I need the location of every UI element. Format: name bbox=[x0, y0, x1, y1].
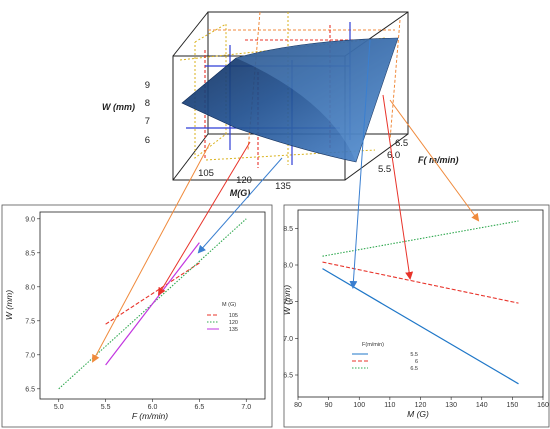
z-tick: 9 bbox=[145, 80, 150, 91]
callout-arrows bbox=[92, 39, 480, 363]
callout-arrow-red bbox=[157, 141, 251, 296]
y-tick-label: 8.0 bbox=[283, 263, 293, 270]
x-tick-label: 120 bbox=[415, 402, 427, 409]
x-tick-label: 6.5 bbox=[195, 404, 205, 411]
x-tick-label: 160 bbox=[537, 402, 549, 409]
series-line-6 bbox=[322, 261, 519, 304]
callout-arrow-blue bbox=[197, 157, 283, 254]
z-axis-label: W (mm) bbox=[102, 102, 135, 112]
x-tick-label: 5.0 bbox=[54, 404, 64, 411]
callout-arrow-orange bbox=[389, 99, 480, 222]
x-tick-label: 80 bbox=[294, 402, 302, 409]
y-tick-label: 9.0 bbox=[25, 216, 35, 223]
legend-title: F(m/min) bbox=[362, 342, 384, 348]
x-tick-label: 7.0 bbox=[241, 404, 251, 411]
legend-title: M (G) bbox=[222, 302, 236, 308]
callout-arrow-red bbox=[382, 94, 414, 280]
y-tick: 5.5 bbox=[378, 164, 391, 175]
x-tick-label: 90 bbox=[325, 402, 333, 409]
legend-label: 5.5 bbox=[410, 352, 418, 358]
chart-left-panel bbox=[1, 204, 273, 428]
callout-arrow-orange bbox=[92, 142, 211, 363]
series-line-5.5 bbox=[322, 268, 519, 385]
y-tick: 6.0 bbox=[387, 150, 400, 161]
y-tick-label: 6.5 bbox=[283, 373, 293, 380]
x-tick: 105 bbox=[198, 168, 214, 179]
x-tick: 120 bbox=[236, 175, 252, 186]
series-line-135 bbox=[105, 242, 200, 366]
x-tick-label: 130 bbox=[445, 402, 457, 409]
chart-right: 80 90 100 110 120 130 140 150 160 6.5 7.0 7.5 8.0 8.5… bbox=[282, 204, 550, 428]
y-tick-label: 7.0 bbox=[283, 336, 293, 343]
surface-plot: 9 8 7 6 W (mm) 105 120 135 M(G) 6.5 6.0 … bbox=[102, 11, 459, 198]
x-tick-label: 100 bbox=[353, 402, 365, 409]
z-tick: 7 bbox=[145, 116, 150, 127]
x-tick: 135 bbox=[275, 181, 291, 192]
z-tick: 8 bbox=[145, 98, 150, 109]
x-tick-label: 150 bbox=[507, 402, 519, 409]
legend-label: 105 bbox=[229, 313, 238, 319]
series-line-105 bbox=[105, 262, 200, 325]
x-tick-label: 5.5 bbox=[101, 404, 111, 411]
z-tick: 6 bbox=[145, 135, 150, 146]
y-tick: 6.5 bbox=[395, 138, 408, 149]
x-axis-label: M (G) bbox=[407, 409, 429, 419]
y-tick-label: 8.0 bbox=[25, 284, 35, 291]
x-tick-label: 110 bbox=[384, 402, 395, 409]
y-axis-label: W (mm) bbox=[4, 290, 14, 320]
response-surface bbox=[181, 37, 399, 163]
x-tick-label: 6.0 bbox=[148, 404, 158, 411]
y-tick-label: 8.5 bbox=[25, 250, 35, 257]
y-tick-label: 7.5 bbox=[283, 299, 293, 306]
legend-label: 6 bbox=[415, 359, 418, 365]
x-tick-label: 140 bbox=[476, 402, 488, 409]
chart-left: 5.0 5.5 6.0 6.5 7.0 6.5 7.0 7.5 8.0 8.5 9.0 F (m/m… bbox=[1, 204, 273, 428]
legend-label: 120 bbox=[229, 320, 238, 326]
y-tick-label: 6.5 bbox=[25, 386, 35, 393]
y-tick-label: 7.5 bbox=[25, 318, 35, 325]
y-axis-label: W (mm) bbox=[282, 285, 292, 315]
legend: F(m/min) 5.566.5 bbox=[352, 342, 418, 372]
y-axis-label: F( m/min) bbox=[418, 155, 459, 165]
callout-arrow-blue bbox=[349, 39, 371, 289]
y-tick-label: 8.5 bbox=[283, 226, 293, 233]
x-axis-label: M(G) bbox=[230, 188, 251, 198]
legend-label: 135 bbox=[229, 327, 238, 333]
y-tick-label: 7.0 bbox=[25, 352, 35, 359]
chart-right-panel bbox=[283, 204, 550, 428]
legend-label: 6.5 bbox=[410, 366, 418, 372]
x-axis-label: F (m/min) bbox=[132, 411, 168, 421]
series-line-6.5 bbox=[322, 220, 519, 257]
